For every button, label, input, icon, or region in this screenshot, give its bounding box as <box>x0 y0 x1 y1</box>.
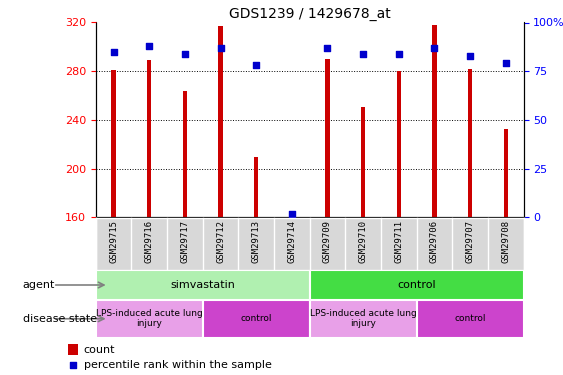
Bar <box>310 300 417 338</box>
Point <box>287 211 296 217</box>
Bar <box>218 26 222 218</box>
Text: GSM29710: GSM29710 <box>359 220 368 263</box>
Bar <box>111 70 115 217</box>
Bar <box>203 300 310 338</box>
Point <box>394 51 403 57</box>
Point <box>68 362 77 368</box>
Text: GSM29707: GSM29707 <box>466 220 475 263</box>
Bar <box>96 270 310 300</box>
Point <box>109 49 118 55</box>
Text: agent: agent <box>23 280 55 290</box>
Text: GSM29713: GSM29713 <box>252 220 261 263</box>
Bar <box>254 156 258 218</box>
Text: control: control <box>240 314 272 323</box>
Bar <box>432 25 436 218</box>
Bar <box>504 129 508 217</box>
Point <box>216 45 225 51</box>
Text: disease state: disease state <box>23 314 97 324</box>
Text: control: control <box>397 280 436 290</box>
Bar <box>147 60 151 217</box>
Point <box>501 60 510 66</box>
Text: GSM29708: GSM29708 <box>501 220 510 263</box>
Text: GSM29717: GSM29717 <box>180 220 189 263</box>
Text: GSM29709: GSM29709 <box>323 220 332 263</box>
Point <box>466 53 475 58</box>
Text: LPS-induced acute lung
injury: LPS-induced acute lung injury <box>96 309 203 328</box>
Text: LPS-induced acute lung
injury: LPS-induced acute lung injury <box>310 309 417 328</box>
Text: count: count <box>83 345 115 355</box>
Bar <box>290 214 294 217</box>
Bar <box>183 91 187 218</box>
Point <box>430 45 439 51</box>
Point <box>252 62 261 68</box>
Point <box>323 45 332 51</box>
Text: GSM29715: GSM29715 <box>109 220 118 263</box>
Bar <box>68 344 78 355</box>
Text: GSM29712: GSM29712 <box>216 220 225 263</box>
Bar <box>325 59 329 217</box>
Text: GSM29706: GSM29706 <box>430 220 439 263</box>
Text: percentile rank within the sample: percentile rank within the sample <box>83 360 271 370</box>
Bar <box>397 71 401 217</box>
Bar <box>310 270 524 300</box>
Text: GSM29711: GSM29711 <box>394 220 403 263</box>
Bar <box>468 69 472 218</box>
Bar <box>417 300 524 338</box>
Text: GSM29716: GSM29716 <box>145 220 154 263</box>
Bar <box>96 300 203 338</box>
Point <box>359 51 368 57</box>
Bar <box>361 106 365 218</box>
Text: control: control <box>454 314 486 323</box>
Text: simvastatin: simvastatin <box>170 280 235 290</box>
Point <box>145 43 154 49</box>
Text: GSM29714: GSM29714 <box>287 220 296 263</box>
Point <box>180 51 189 57</box>
Title: GDS1239 / 1429678_at: GDS1239 / 1429678_at <box>229 8 391 21</box>
